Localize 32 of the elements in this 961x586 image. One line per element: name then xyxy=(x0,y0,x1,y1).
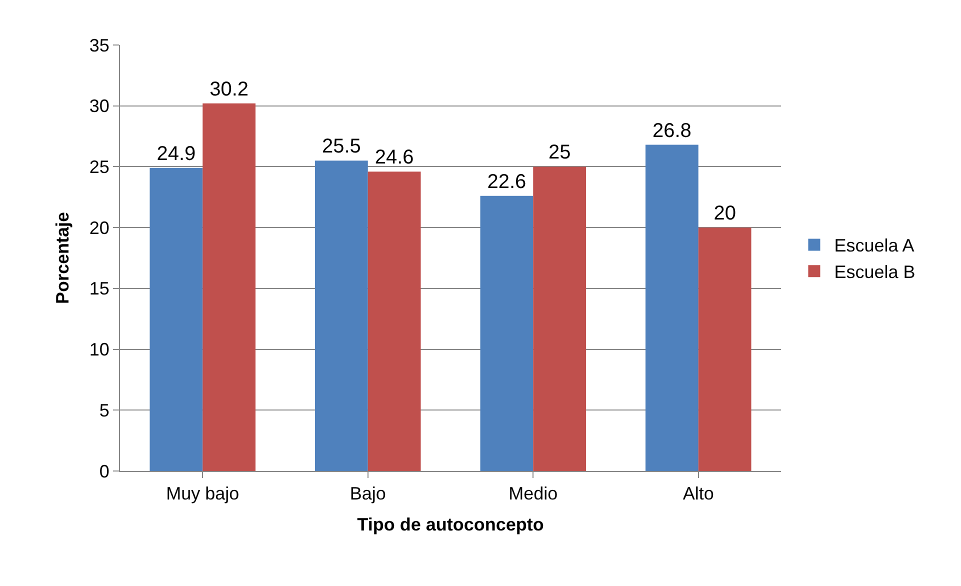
bar xyxy=(698,228,752,471)
x-tick-label: Bajo xyxy=(350,484,386,504)
bar xyxy=(533,166,586,471)
y-tick-label: 30 xyxy=(89,96,110,116)
data-label: 30.2 xyxy=(210,78,249,100)
data-label: 24.9 xyxy=(156,142,196,165)
x-tick-label: Alto xyxy=(682,484,714,504)
data-label: 24.6 xyxy=(374,146,414,169)
y-tick-label: 15 xyxy=(89,278,110,299)
y-tick-label: 5 xyxy=(99,400,110,420)
y-tick-label: 0 xyxy=(99,461,110,482)
data-label: 25.5 xyxy=(322,136,361,158)
legend-label: Escuela A xyxy=(834,236,914,256)
data-label: 20 xyxy=(714,202,736,225)
legend-label: Escuela B xyxy=(834,262,916,282)
y-tick-label: 25 xyxy=(89,157,110,178)
y-axis-title: Porcentaje xyxy=(52,212,73,304)
bar xyxy=(646,144,698,471)
x-axis-title: Tipo de autoconcepto xyxy=(357,514,544,535)
y-tick-label: 35 xyxy=(89,35,110,56)
data-label: 25 xyxy=(548,142,571,164)
x-tick-label: Medio xyxy=(508,484,558,504)
y-tick-label: 20 xyxy=(89,218,110,238)
bar xyxy=(315,160,368,471)
bar xyxy=(368,172,421,471)
x-tick-label: Muy bajo xyxy=(166,484,240,504)
data-label: 26.8 xyxy=(652,120,692,142)
data-label: 22.6 xyxy=(487,170,526,193)
bar xyxy=(480,196,534,471)
y-tick-label: 10 xyxy=(89,340,110,360)
bar xyxy=(150,168,203,471)
bar xyxy=(202,103,256,471)
